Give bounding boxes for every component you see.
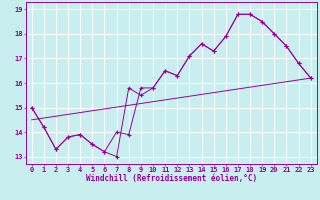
X-axis label: Windchill (Refroidissement éolien,°C): Windchill (Refroidissement éolien,°C) [86, 174, 257, 183]
